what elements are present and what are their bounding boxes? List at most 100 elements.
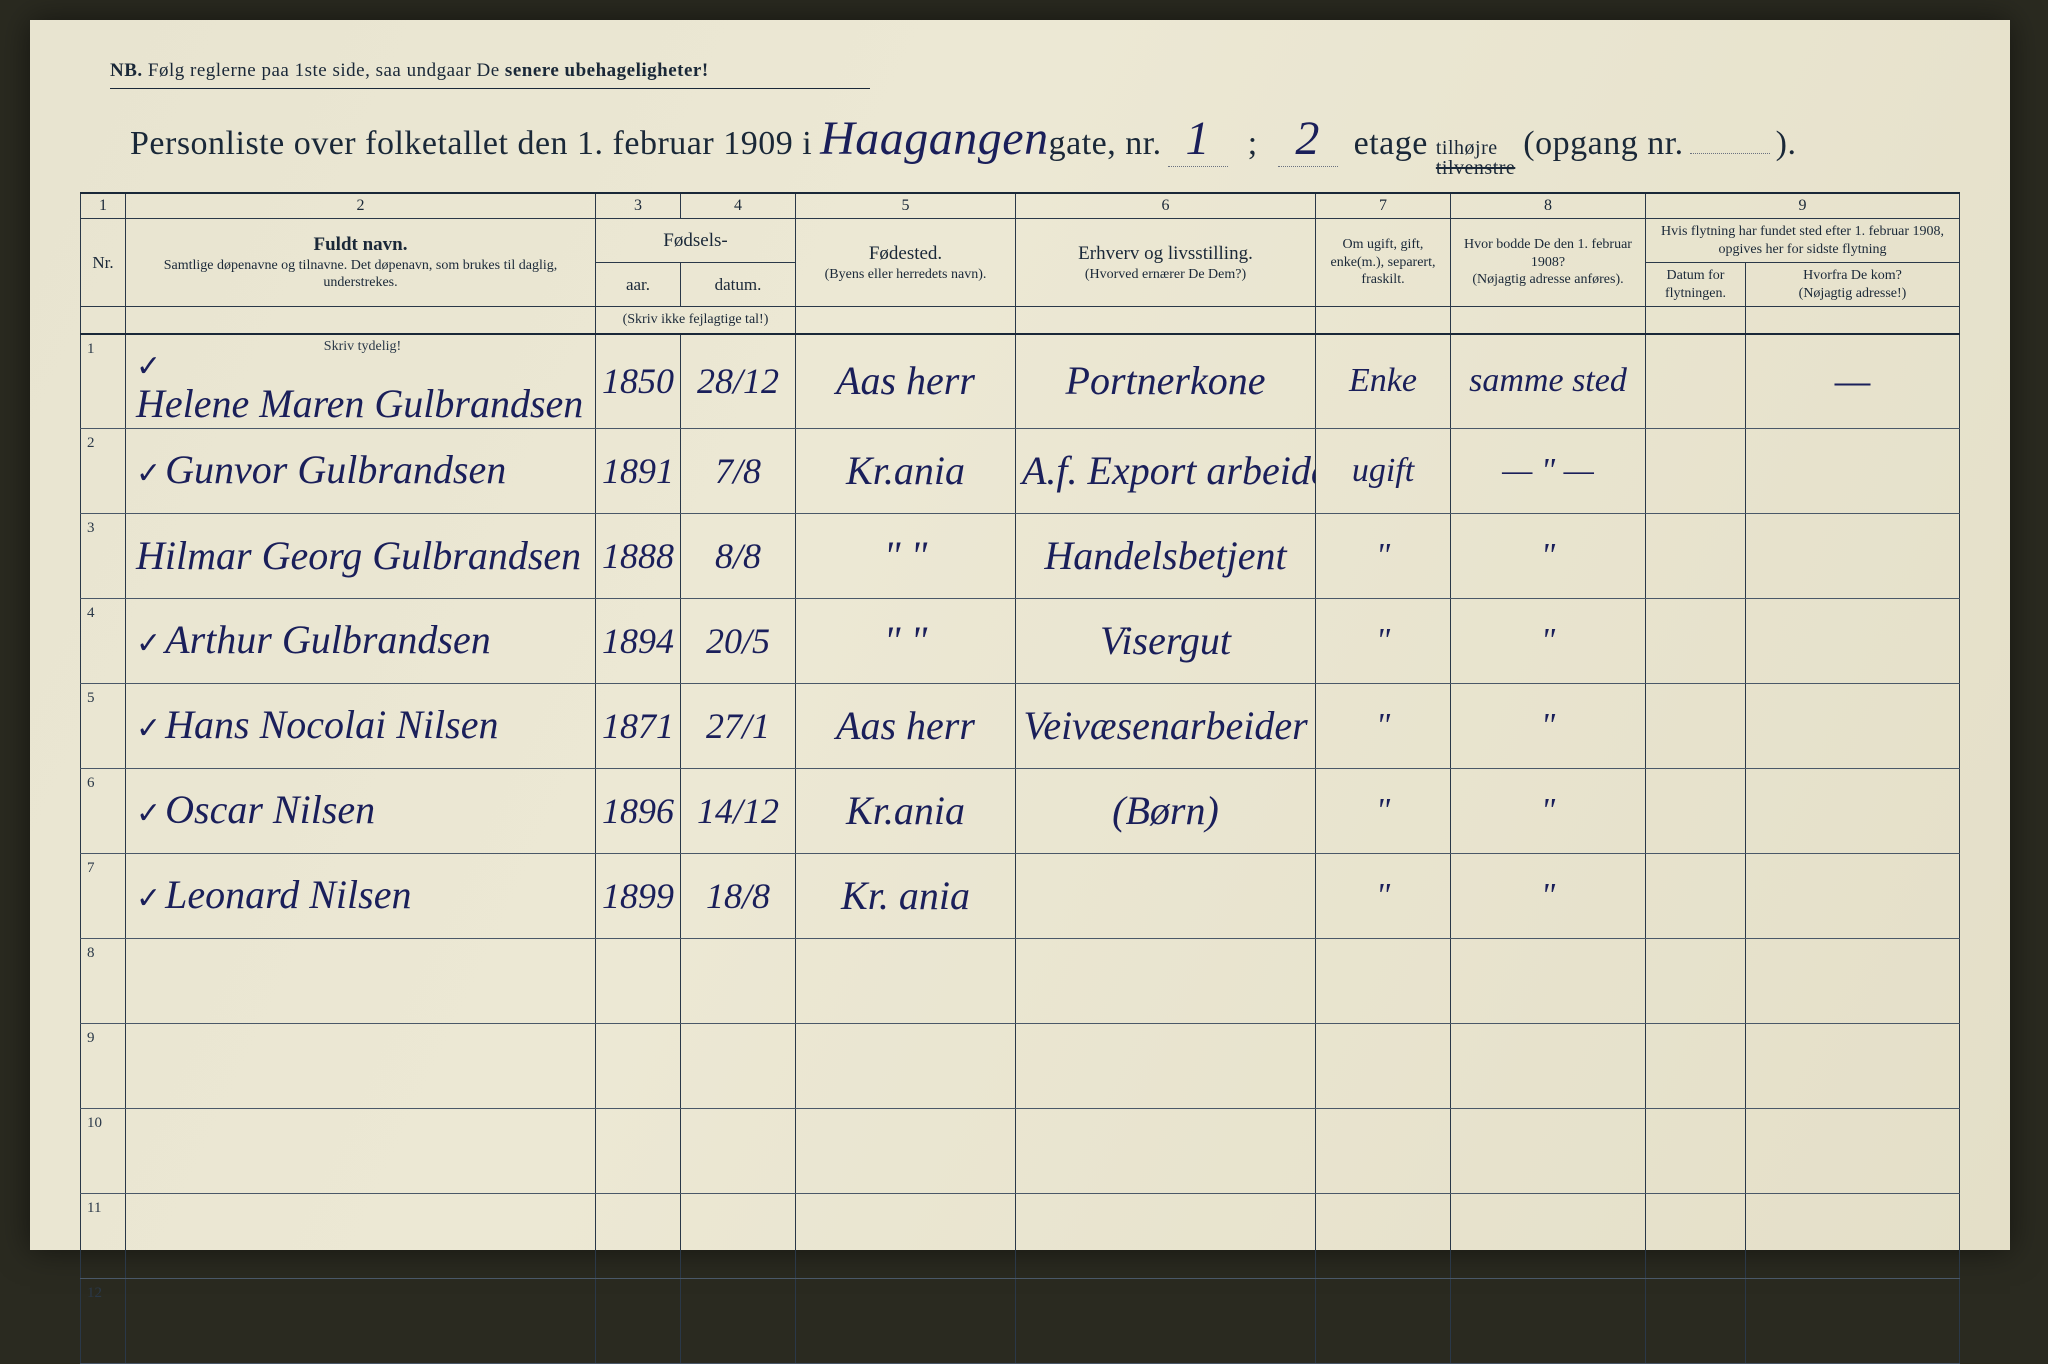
colnum-3: 3 — [596, 193, 681, 219]
cell-occupation — [1016, 1278, 1316, 1363]
cell-occupation: A.f. Export arbeiderske — [1016, 428, 1316, 513]
cell-name — [126, 938, 596, 1023]
cell-addr1908: samme sted — [1451, 334, 1646, 429]
cell-birthplace: " " — [796, 513, 1016, 598]
table-row: 8 — [81, 938, 1960, 1023]
person-name: Oscar Nilsen — [165, 787, 375, 832]
cell-birthplace-value: Kr. ania — [841, 873, 970, 918]
cell-occupation-value: Handelsbetjent — [1044, 533, 1286, 578]
cell-from — [1746, 853, 1960, 938]
hdr-occupation: Erhverv og livsstilling. (Hvorved ernære… — [1016, 219, 1316, 307]
cell-name — [126, 1278, 596, 1363]
cell-date: 20/5 — [681, 598, 796, 683]
cell-birthplace — [796, 1278, 1016, 1363]
side-selector: tilhøjre tilvenstre — [1436, 138, 1515, 178]
cell-addr1908-value: " — [1541, 622, 1555, 659]
nb-prefix: NB. — [110, 60, 143, 81]
cell-marital: Enke — [1316, 334, 1451, 429]
row-number: 11 — [81, 1193, 126, 1278]
cell-occupation-value: Portnerkone — [1066, 358, 1266, 403]
cell-birthplace — [796, 938, 1016, 1023]
cell-occupation-value: A.f. Export arbeiderske — [1022, 448, 1316, 493]
row-number: 8 — [81, 938, 126, 1023]
cell-marital — [1316, 1193, 1451, 1278]
cell-year: 1899 — [596, 853, 681, 938]
cell-birthplace-value: Kr.ania — [846, 788, 965, 833]
cell-date: 7/8 — [681, 428, 796, 513]
cell-marital-value: ugift — [1352, 452, 1414, 489]
cell-year — [596, 1278, 681, 1363]
cell-year: 1888 — [596, 513, 681, 598]
cell-from: — — [1746, 334, 1960, 429]
cell-from — [1746, 513, 1960, 598]
hdr-skriv-feil: (Skriv ikke fejlagtige tal!) — [596, 307, 796, 334]
hdr-datum: datum. — [681, 263, 796, 307]
checkmark-icon: ✓ — [136, 349, 161, 384]
cell-birthplace — [796, 1193, 1016, 1278]
hdr-birthplace-sub: (Byens eller herredets navn). — [802, 266, 1009, 284]
cell-name: Skriv tydelig!✓Helene Maren Gulbrandsen — [126, 334, 596, 429]
table-row: 10 — [81, 1108, 1960, 1193]
cell-move-date — [1646, 853, 1746, 938]
cell-addr1908-value: " — [1541, 537, 1555, 574]
hdr-birthplace-main: Fødested. — [802, 242, 1009, 266]
cell-marital — [1316, 1023, 1451, 1108]
cell-name: Hilmar Georg Gulbrandsen — [126, 513, 596, 598]
cell-addr1908 — [1451, 1108, 1646, 1193]
cell-name: ✓Hans Nocolai Nilsen — [126, 683, 596, 768]
cell-occupation-value: Visergut — [1100, 618, 1231, 663]
cell-addr1908-value: " — [1541, 877, 1555, 914]
cell-year-value: 1871 — [602, 706, 674, 746]
census-form-page: NB. Følg reglerne paa 1ste side, saa und… — [30, 20, 2010, 1250]
row-number: 2 — [81, 428, 126, 513]
cell-occupation — [1016, 1193, 1316, 1278]
cell-birthplace-value: " " — [884, 618, 928, 663]
cell-name: ✓Gunvor Gulbrandsen — [126, 428, 596, 513]
cell-year: 1871 — [596, 683, 681, 768]
colnum-1: 1 — [81, 193, 126, 219]
hdr-1908: Hvor bodde De den 1. februar 1908? (Nøja… — [1451, 219, 1646, 307]
cell-addr1908-value: samme sted — [1469, 362, 1627, 399]
table-body: 1Skriv tydelig!✓Helene Maren Gulbrandsen… — [81, 334, 1960, 1364]
cell-addr1908 — [1451, 938, 1646, 1023]
cell-addr1908 — [1451, 1023, 1646, 1108]
cell-addr1908-value: — " — — [1502, 452, 1594, 489]
cell-year — [596, 1108, 681, 1193]
table-row: 9 — [81, 1023, 1960, 1108]
cell-marital-value: Enke — [1349, 362, 1417, 399]
cell-marital: ugift — [1316, 428, 1451, 513]
cell-occupation — [1016, 853, 1316, 938]
cell-addr1908-value: " — [1541, 792, 1555, 829]
cell-year: 1850 — [596, 334, 681, 429]
cell-birthplace: Kr.ania — [796, 428, 1016, 513]
cell-addr1908: " — [1451, 768, 1646, 853]
cell-birthplace: Aas herr — [796, 334, 1016, 429]
gate-number: 1 — [1168, 111, 1228, 167]
cell-year-value: 1850 — [602, 361, 674, 401]
cell-date — [681, 1023, 796, 1108]
hdr-aar: aar. — [596, 263, 681, 307]
cell-move-date — [1646, 1023, 1746, 1108]
cell-move-date — [1646, 513, 1746, 598]
cell-date — [681, 938, 796, 1023]
cell-date-value: 7/8 — [715, 451, 761, 491]
cell-date-value: 8/8 — [715, 536, 761, 576]
form-title-line: Personliste over folketallet den 1. febr… — [130, 111, 1960, 178]
table-row: 5✓Hans Nocolai Nilsen187127/1Aas herrVei… — [81, 683, 1960, 768]
hdr-1908-sub: (Nøjagtig adresse anføres). — [1457, 271, 1639, 289]
opgang-number — [1690, 153, 1770, 154]
cell-date — [681, 1108, 796, 1193]
cell-from-value: — — [1835, 358, 1871, 403]
cell-marital: " — [1316, 768, 1451, 853]
cell-addr1908 — [1451, 1193, 1646, 1278]
cell-occupation: (Børn) — [1016, 768, 1316, 853]
cell-birthplace — [796, 1023, 1016, 1108]
cell-addr1908-value: " — [1541, 707, 1555, 744]
cell-date-value: 20/5 — [706, 621, 770, 661]
cell-year-value: 1899 — [602, 876, 674, 916]
cell-addr1908: — " — — [1451, 428, 1646, 513]
cell-from — [1746, 1278, 1960, 1363]
cell-addr1908: " — [1451, 853, 1646, 938]
cell-date: 18/8 — [681, 853, 796, 938]
hdr-aar-label: aar. — [602, 274, 674, 295]
